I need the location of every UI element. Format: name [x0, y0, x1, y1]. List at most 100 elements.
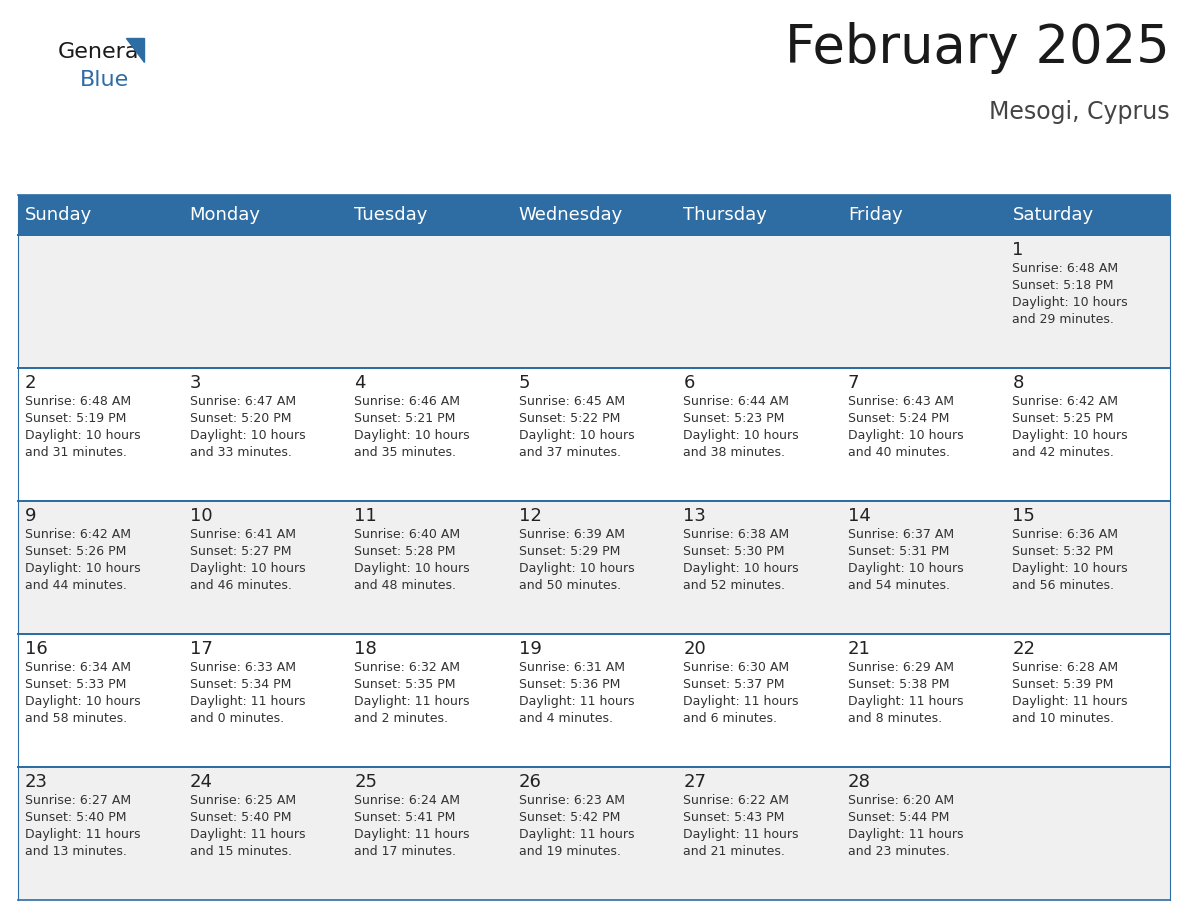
Text: and 44 minutes.: and 44 minutes.	[25, 579, 127, 592]
Text: Sunrise: 6:41 AM: Sunrise: 6:41 AM	[190, 528, 296, 541]
Text: Sunset: 5:30 PM: Sunset: 5:30 PM	[683, 545, 785, 558]
Text: Sunset: 5:32 PM: Sunset: 5:32 PM	[1012, 545, 1114, 558]
Text: Sunset: 5:20 PM: Sunset: 5:20 PM	[190, 412, 291, 425]
Text: Sunset: 5:31 PM: Sunset: 5:31 PM	[848, 545, 949, 558]
Text: and 15 minutes.: and 15 minutes.	[190, 845, 291, 858]
Bar	[841, 368, 1005, 501]
Text: and 13 minutes.: and 13 minutes.	[25, 845, 127, 858]
Text: 17: 17	[190, 640, 213, 658]
Text: and 42 minutes.: and 42 minutes.	[1012, 446, 1114, 459]
Text: Sunset: 5:44 PM: Sunset: 5:44 PM	[848, 811, 949, 824]
Text: Sunset: 5:40 PM: Sunset: 5:40 PM	[190, 811, 291, 824]
Text: Daylight: 10 hours: Daylight: 10 hours	[1012, 296, 1129, 309]
Text: 1: 1	[1012, 241, 1024, 259]
Text: Daylight: 10 hours: Daylight: 10 hours	[848, 562, 963, 575]
Bar	[512, 767, 676, 900]
Text: Sunset: 5:26 PM: Sunset: 5:26 PM	[25, 545, 126, 558]
Text: Daylight: 11 hours: Daylight: 11 hours	[354, 695, 469, 708]
Bar	[18, 767, 183, 900]
Bar	[1005, 767, 1170, 900]
Bar	[676, 195, 841, 235]
Bar	[347, 501, 512, 634]
Text: Sunrise: 6:33 AM: Sunrise: 6:33 AM	[190, 661, 296, 674]
Text: Sunrise: 6:48 AM: Sunrise: 6:48 AM	[1012, 262, 1119, 275]
Text: Sunrise: 6:42 AM: Sunrise: 6:42 AM	[25, 528, 131, 541]
Text: Sunset: 5:22 PM: Sunset: 5:22 PM	[519, 412, 620, 425]
Text: and 10 minutes.: and 10 minutes.	[1012, 712, 1114, 725]
Text: and 8 minutes.: and 8 minutes.	[848, 712, 942, 725]
Text: 16: 16	[25, 640, 48, 658]
Bar	[18, 235, 183, 368]
Text: and 46 minutes.: and 46 minutes.	[190, 579, 291, 592]
Text: Sunrise: 6:40 AM: Sunrise: 6:40 AM	[354, 528, 460, 541]
Text: Sunrise: 6:45 AM: Sunrise: 6:45 AM	[519, 395, 625, 408]
Text: Sunrise: 6:30 AM: Sunrise: 6:30 AM	[683, 661, 789, 674]
Text: Daylight: 10 hours: Daylight: 10 hours	[1012, 429, 1129, 442]
Text: 19: 19	[519, 640, 542, 658]
Text: Saturday: Saturday	[1012, 206, 1093, 224]
Text: 20: 20	[683, 640, 706, 658]
Text: Sunset: 5:41 PM: Sunset: 5:41 PM	[354, 811, 455, 824]
Text: 12: 12	[519, 507, 542, 525]
Text: February 2025: February 2025	[785, 22, 1170, 74]
Text: #1a1a1a: #1a1a1a	[58, 27, 64, 28]
Bar	[18, 195, 183, 235]
Text: Daylight: 10 hours: Daylight: 10 hours	[683, 429, 798, 442]
Text: Friday: Friday	[848, 206, 903, 224]
Text: Sunrise: 6:34 AM: Sunrise: 6:34 AM	[25, 661, 131, 674]
Bar	[1005, 195, 1170, 235]
Text: 24: 24	[190, 773, 213, 791]
Bar	[183, 767, 347, 900]
Text: Daylight: 10 hours: Daylight: 10 hours	[354, 429, 469, 442]
Text: and 48 minutes.: and 48 minutes.	[354, 579, 456, 592]
Text: Sunrise: 6:32 AM: Sunrise: 6:32 AM	[354, 661, 460, 674]
Text: and 56 minutes.: and 56 minutes.	[1012, 579, 1114, 592]
Text: 26: 26	[519, 773, 542, 791]
Text: Sunset: 5:39 PM: Sunset: 5:39 PM	[1012, 678, 1114, 691]
Text: Sunrise: 6:25 AM: Sunrise: 6:25 AM	[190, 794, 296, 807]
Text: Daylight: 11 hours: Daylight: 11 hours	[848, 695, 963, 708]
Text: 15: 15	[1012, 507, 1035, 525]
Text: Daylight: 10 hours: Daylight: 10 hours	[519, 562, 634, 575]
Text: Sunset: 5:33 PM: Sunset: 5:33 PM	[25, 678, 126, 691]
Text: Sunrise: 6:37 AM: Sunrise: 6:37 AM	[848, 528, 954, 541]
Text: Tuesday: Tuesday	[354, 206, 428, 224]
Bar	[183, 368, 347, 501]
Text: 18: 18	[354, 640, 377, 658]
Text: and 37 minutes.: and 37 minutes.	[519, 446, 620, 459]
Text: Sunset: 5:34 PM: Sunset: 5:34 PM	[190, 678, 291, 691]
Bar	[1005, 634, 1170, 767]
Text: Daylight: 11 hours: Daylight: 11 hours	[354, 828, 469, 841]
Text: Daylight: 10 hours: Daylight: 10 hours	[190, 429, 305, 442]
Text: Sunrise: 6:31 AM: Sunrise: 6:31 AM	[519, 661, 625, 674]
Text: Thursday: Thursday	[683, 206, 767, 224]
Text: Sunrise: 6:38 AM: Sunrise: 6:38 AM	[683, 528, 789, 541]
Bar	[512, 195, 676, 235]
Text: Sunrise: 6:42 AM: Sunrise: 6:42 AM	[1012, 395, 1118, 408]
Text: Daylight: 10 hours: Daylight: 10 hours	[25, 429, 140, 442]
Text: Sunrise: 6:20 AM: Sunrise: 6:20 AM	[848, 794, 954, 807]
Bar	[18, 634, 183, 767]
Text: Daylight: 10 hours: Daylight: 10 hours	[519, 429, 634, 442]
Text: 22: 22	[1012, 640, 1036, 658]
Bar	[183, 235, 347, 368]
Text: Daylight: 11 hours: Daylight: 11 hours	[190, 695, 305, 708]
Text: Daylight: 11 hours: Daylight: 11 hours	[1012, 695, 1127, 708]
Text: and 35 minutes.: and 35 minutes.	[354, 446, 456, 459]
Text: Sunrise: 6:29 AM: Sunrise: 6:29 AM	[848, 661, 954, 674]
Text: Sunrise: 6:23 AM: Sunrise: 6:23 AM	[519, 794, 625, 807]
Text: 9: 9	[25, 507, 37, 525]
Text: Sunset: 5:25 PM: Sunset: 5:25 PM	[1012, 412, 1114, 425]
Text: Sunset: 5:36 PM: Sunset: 5:36 PM	[519, 678, 620, 691]
Text: Blue: Blue	[80, 70, 129, 90]
Text: and 38 minutes.: and 38 minutes.	[683, 446, 785, 459]
Bar	[18, 501, 183, 634]
Text: Sunset: 5:42 PM: Sunset: 5:42 PM	[519, 811, 620, 824]
Text: 10: 10	[190, 507, 213, 525]
Text: Daylight: 11 hours: Daylight: 11 hours	[25, 828, 140, 841]
Text: and 40 minutes.: and 40 minutes.	[848, 446, 950, 459]
Text: and 2 minutes.: and 2 minutes.	[354, 712, 448, 725]
Text: Daylight: 10 hours: Daylight: 10 hours	[354, 562, 469, 575]
Text: 23: 23	[25, 773, 48, 791]
Text: Sunset: 5:37 PM: Sunset: 5:37 PM	[683, 678, 785, 691]
